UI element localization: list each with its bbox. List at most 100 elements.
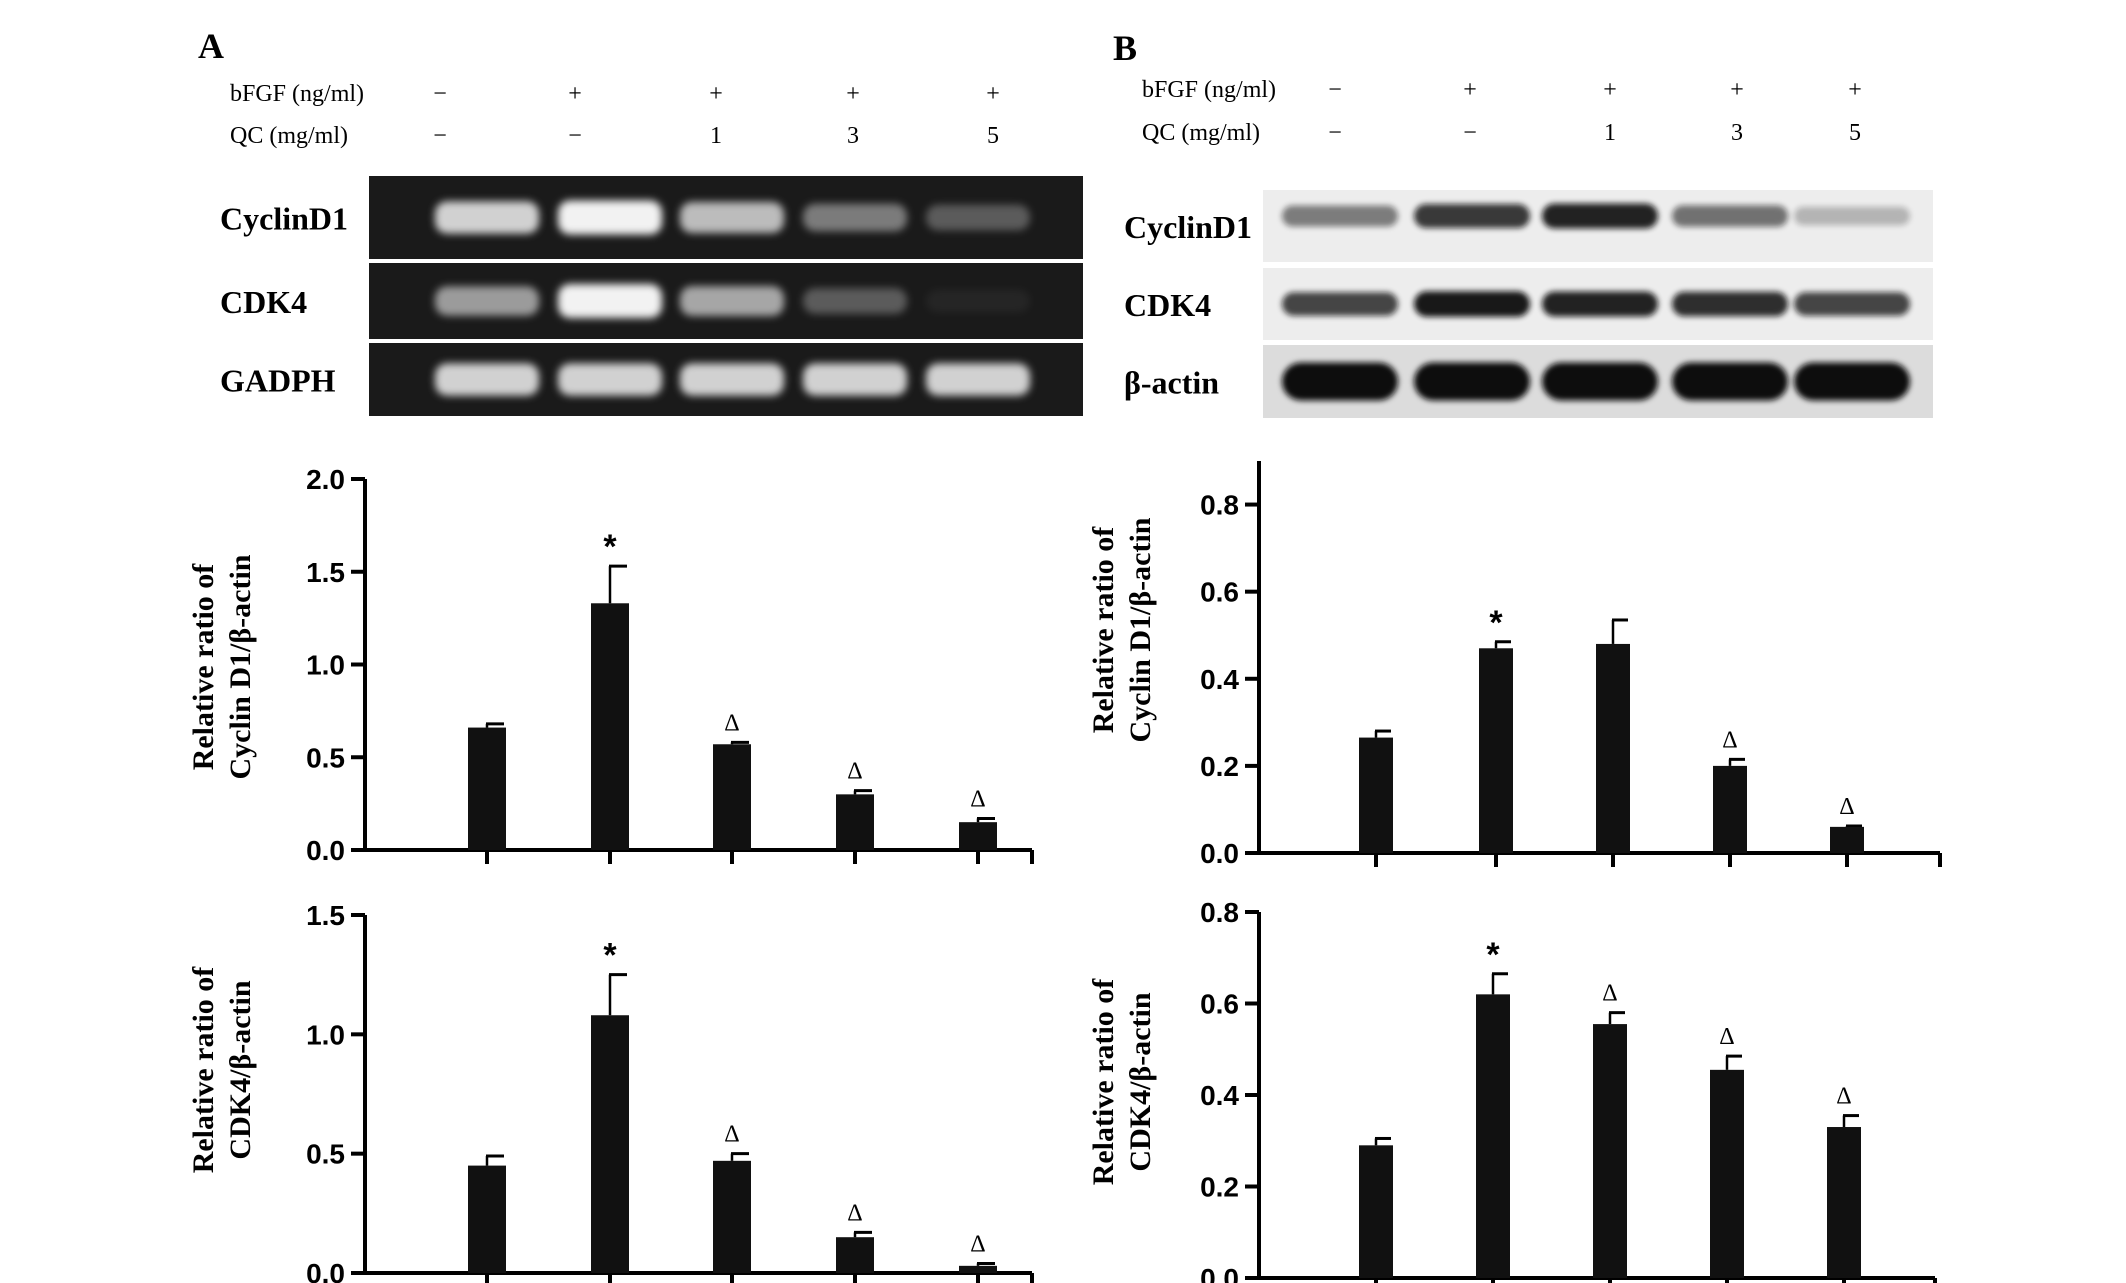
treatment-value: +: [986, 81, 1000, 107]
treatment-value: +: [846, 81, 860, 107]
treatment-value: 1: [710, 123, 722, 149]
blot-band: [1672, 205, 1788, 227]
y-tick-label: 0.8: [1200, 490, 1239, 521]
blot-band: [1542, 362, 1658, 401]
y-tick-label: 0.2: [1200, 1172, 1239, 1203]
y-tick-label: 0.0: [1200, 838, 1239, 869]
blot-strip-label: CyclinD1: [220, 201, 348, 237]
treatment-value: −: [433, 81, 447, 107]
bar: [836, 794, 874, 850]
bar: [1596, 643, 1630, 853]
gel-band: [680, 202, 784, 233]
treatment-value: −: [433, 123, 447, 149]
blot-band: [1282, 362, 1398, 401]
gel-band: [558, 284, 662, 318]
y-tick-label: 0.5: [306, 742, 345, 773]
y-axis-label-line: Cyclin D1/β-actin: [224, 554, 257, 779]
y-axis-label-line: Cyclin D1/β-actin: [1124, 517, 1157, 742]
bar: [1359, 737, 1393, 853]
treatment-label: QC (mg/ml): [230, 123, 348, 149]
blot-strip-label: CDK4: [1124, 287, 1211, 323]
bar: [1479, 648, 1513, 853]
y-tick-label: 0.5: [306, 1139, 345, 1170]
y-tick-label: 0.0: [306, 1258, 345, 1283]
significance-asterisk: *: [1489, 604, 1503, 642]
y-axis-label-line: Relative ratio of: [187, 966, 220, 1174]
significance-delta: Δ: [1839, 794, 1854, 820]
gel-band: [803, 203, 907, 232]
y-axis-label: Relative ratio of CDK4/β-actin: [1087, 978, 1157, 1186]
treatment-value: +: [1848, 77, 1862, 103]
western-blot-image: [1263, 190, 1933, 418]
significance-asterisk: *: [603, 528, 617, 566]
blot-band: [1542, 291, 1658, 317]
gel-image: [369, 176, 1083, 416]
bar: [1593, 1024, 1627, 1278]
significance-delta: Δ: [847, 759, 862, 785]
gel-band: [558, 363, 662, 396]
bar: [1710, 1069, 1744, 1278]
blot-band: [1672, 291, 1788, 317]
bar: [1830, 826, 1864, 853]
significance-asterisk: *: [603, 937, 617, 975]
treatment-value: +: [1730, 77, 1744, 103]
y-axis-label: Relative ratio of Cyclin D1/β-actin: [1087, 517, 1157, 742]
bar: [591, 603, 629, 850]
gel-band: [803, 288, 907, 314]
gel-band: [435, 363, 539, 396]
y-axis-label-line: CDK4/β-actin: [1124, 992, 1157, 1171]
treatment-value: 5: [1849, 120, 1861, 146]
bar: [1827, 1127, 1861, 1278]
y-axis-label-line: Relative ratio of: [1087, 526, 1120, 734]
y-tick-label: 0.6: [1200, 989, 1239, 1020]
gel-band: [803, 363, 907, 396]
blot-band: [1794, 292, 1910, 316]
y-tick-label: 0.8: [1200, 897, 1239, 928]
bar: [1476, 994, 1510, 1278]
treatment-value: +: [1603, 77, 1617, 103]
significance-delta: Δ: [970, 1231, 985, 1257]
y-tick-label: 0.4: [1200, 664, 1239, 695]
blot-band: [1414, 291, 1530, 317]
bar: [959, 822, 997, 850]
y-tick-label: 1.5: [306, 557, 345, 588]
blot-band: [1542, 203, 1658, 229]
blot-band: [1794, 206, 1910, 226]
treatment-value: 3: [1731, 120, 1743, 146]
gel-band: [926, 204, 1030, 231]
treatment-value: +: [709, 81, 723, 107]
significance-delta: Δ: [847, 1200, 862, 1226]
treatment-label: bFGF (ng/ml): [230, 81, 364, 107]
blot-strip-label: β-actin: [1124, 365, 1219, 401]
y-tick-label: 0.4: [1200, 1080, 1239, 1111]
y-tick-label: 0.2: [1200, 751, 1239, 782]
treatment-value: −: [1463, 120, 1477, 146]
bar-chart: 0.0 0.5 1.0 1.5 Relative ratio of CDK4/β-acti…: [187, 900, 1034, 1283]
significance-delta: Δ: [724, 710, 739, 736]
gel-band: [435, 201, 539, 234]
y-tick-label: 0.0: [1200, 1263, 1239, 1283]
gel-band: [926, 363, 1030, 396]
y-axis-label-line: CDK4/β-actin: [224, 980, 257, 1159]
bar: [1359, 1145, 1393, 1278]
y-tick-label: 1.5: [306, 900, 345, 931]
blot-band: [1282, 205, 1398, 227]
panel-letter: A: [198, 26, 224, 66]
blot-band: [1282, 292, 1398, 316]
significance-delta: Δ: [724, 1122, 739, 1148]
significance-delta: Δ: [970, 786, 985, 812]
gel-band: [680, 363, 784, 396]
bar-chart: 0.0 0.2 0.4 0.6 0.8 Relative ratio of Cyclin D…: [1087, 461, 1942, 869]
significance-delta: Δ: [1719, 1024, 1734, 1050]
treatment-value: 3: [847, 123, 859, 149]
significance-delta: Δ: [1602, 981, 1617, 1007]
bar: [713, 1160, 751, 1273]
bar-chart: 0.0 0.2 0.4 0.6 0.8 Relative ratio of CDK4/β-a…: [1087, 897, 1937, 1283]
bar: [1713, 765, 1747, 853]
bar: [713, 744, 751, 850]
bar: [591, 1015, 629, 1273]
significance-delta: Δ: [1836, 1084, 1851, 1110]
significance-asterisk: *: [1486, 936, 1500, 974]
y-tick-label: 1.0: [306, 650, 345, 681]
